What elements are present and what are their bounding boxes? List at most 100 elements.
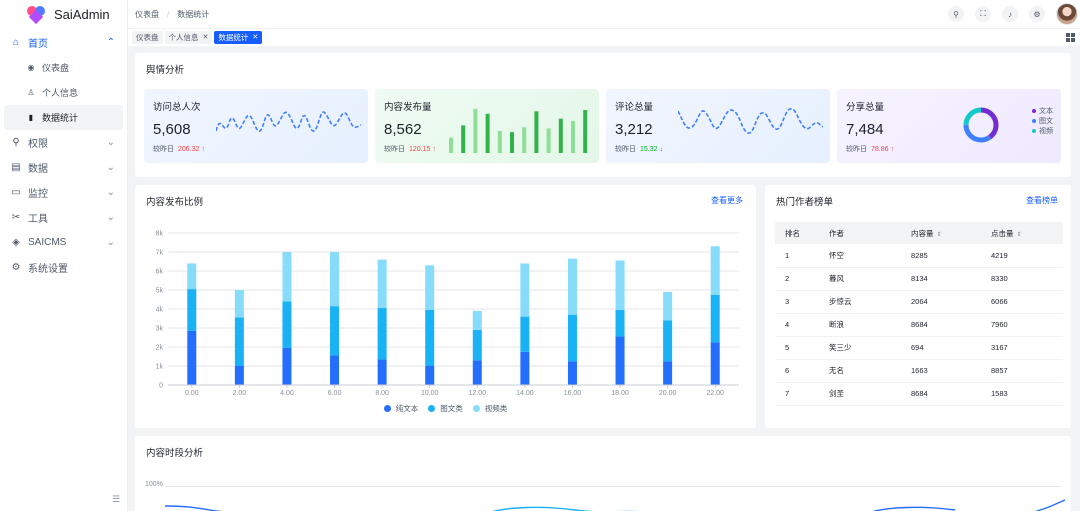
table-row[interactable]: 1 怀空 8285 4219 xyxy=(775,244,1063,268)
bar-segment[interactable] xyxy=(520,263,530,317)
bar-segment[interactable] xyxy=(282,301,292,348)
overview-panel: 舆情分析 访问总人次 5,608 较昨日 206.32 ↑ 内容发布量 8,56… xyxy=(135,53,1071,177)
bar-segment[interactable] xyxy=(472,329,482,361)
bar-segment[interactable] xyxy=(615,260,625,310)
bar-segment[interactable] xyxy=(663,361,673,385)
bar-segment[interactable] xyxy=(710,342,720,385)
bar-segment[interactable] xyxy=(567,258,577,315)
bar-segment[interactable] xyxy=(282,347,292,385)
sidebar-item-tools[interactable]: ✂ 工具 ⌄ xyxy=(0,205,127,230)
bar-segment[interactable] xyxy=(377,359,387,385)
collapse-sidebar-icon[interactable]: ☰ xyxy=(112,494,121,504)
sidebar-item-profile[interactable]: ♙ 个人信息 xyxy=(4,80,123,105)
sidebar-item-monitor[interactable]: ▭ 监控 ⌄ xyxy=(0,180,127,205)
bar-segment[interactable] xyxy=(330,306,340,356)
panel-title: 内容时段分析 xyxy=(146,448,204,459)
bar-segment[interactable] xyxy=(520,351,530,385)
table-row[interactable]: 3 步惊云 2064 6066 xyxy=(775,290,1063,314)
sidebar-item-data[interactable]: ▤ 数据 ⌄ xyxy=(0,155,127,180)
column-header-content[interactable]: 内容量 ⇕ xyxy=(901,222,981,244)
bar-segment[interactable] xyxy=(187,330,197,385)
view-more-link[interactable]: 查看更多 xyxy=(711,196,743,205)
close-icon[interactable]: ✕ xyxy=(252,34,259,41)
tab-dashboard[interactable]: 仪表盘 xyxy=(132,31,163,44)
gear-icon[interactable]: ⚙ xyxy=(1029,6,1045,22)
column-header-clicks[interactable]: 点击量 ⇕ xyxy=(981,222,1063,244)
table-header-row: 排名 作者 内容量 ⇕ 点击量 ⇕ xyxy=(775,222,1063,244)
stat-value: 3,212 xyxy=(615,121,653,138)
legend-item[interactable]: 图文 xyxy=(1032,116,1053,126)
table-row[interactable]: 7 剑圣 8684 1583 xyxy=(775,382,1063,406)
chevron-down-icon: ⌄ xyxy=(106,137,115,148)
bar-segment[interactable] xyxy=(472,360,482,385)
bar-segment[interactable] xyxy=(187,289,197,331)
bar-segment[interactable] xyxy=(330,355,340,385)
bar-segment[interactable] xyxy=(520,316,530,352)
table-cell: 8134 xyxy=(901,267,981,291)
bell-icon[interactable]: ♪ xyxy=(1002,6,1018,22)
share-donut-chart xyxy=(963,107,999,143)
logo[interactable]: SaiAdmin xyxy=(0,0,127,28)
sidebar-item-home[interactable]: ⌂ 首页 ⌃ xyxy=(0,30,127,55)
bar-segment[interactable] xyxy=(615,309,625,337)
bar-segment[interactable] xyxy=(663,291,673,321)
bar-segment[interactable] xyxy=(330,252,340,307)
sidebar-item-label: 首页 xyxy=(28,39,48,50)
bar-segment[interactable] xyxy=(710,294,720,343)
tab-profile[interactable]: 个人信息 ✕ xyxy=(164,31,213,44)
legend-item[interactable]: 图文类 xyxy=(428,403,463,414)
view-ranking-link[interactable]: 查看榜单 xyxy=(1026,196,1058,205)
table-cell: 694 xyxy=(901,336,981,360)
table-row[interactable]: 2 暮风 8134 8330 xyxy=(775,267,1063,291)
bar-segment[interactable] xyxy=(234,366,244,385)
bar-segment[interactable] xyxy=(425,309,435,366)
legend-item[interactable]: 纯文本 xyxy=(383,403,418,414)
y-tick-label: 7k xyxy=(156,250,164,257)
bar-segment[interactable] xyxy=(710,246,720,295)
sidebar-item-statistics[interactable]: ▮ 数据统计 xyxy=(4,105,123,130)
stat-compare: 较昨日 15.32 ↓ xyxy=(615,144,663,154)
bar-segment[interactable] xyxy=(377,308,387,360)
sidebar-item-permission[interactable]: ⚲ 权限 ⌄ xyxy=(0,130,127,155)
sidebar-item-saicms[interactable]: ◈ SAICMS ⌄ xyxy=(0,230,127,255)
table-cell: 8684 xyxy=(901,382,981,406)
bar-segment[interactable] xyxy=(663,320,673,362)
avatar[interactable] xyxy=(1056,3,1078,25)
tab-statistics[interactable]: 数据统计 ✕ xyxy=(214,31,263,44)
legend-item[interactable]: 视频 xyxy=(1032,126,1053,136)
grid-menu-icon[interactable] xyxy=(1066,33,1075,42)
sort-icon[interactable]: ⇕ xyxy=(936,231,942,238)
bar-segment[interactable] xyxy=(567,314,577,362)
close-icon[interactable]: ✕ xyxy=(202,34,209,41)
table-cell: 6 xyxy=(775,359,819,383)
bar-chart-icon: ▮ xyxy=(28,113,34,122)
bar-segment[interactable] xyxy=(472,310,482,330)
y-tick-label: 2k xyxy=(156,345,164,352)
bar-segment[interactable] xyxy=(425,265,435,310)
table-cell: 8330 xyxy=(981,267,1063,291)
table-row[interactable]: 4 断浪 8684 7960 xyxy=(775,313,1063,337)
bar-segment[interactable] xyxy=(187,263,197,290)
breadcrumb-item[interactable]: 仪表盘 xyxy=(135,9,159,19)
fullscreen-icon[interactable]: ⛶ xyxy=(975,6,991,22)
user-icon: ♙ xyxy=(27,88,35,97)
legend-item[interactable]: 视频类 xyxy=(472,403,507,414)
table-row[interactable]: 6 无名 1663 8857 xyxy=(775,359,1063,383)
bar-segment[interactable] xyxy=(234,317,244,366)
bar-segment[interactable] xyxy=(567,361,577,385)
sort-icon[interactable]: ⇕ xyxy=(1016,231,1022,238)
bar-segment[interactable] xyxy=(615,336,625,385)
bar-segment[interactable] xyxy=(282,252,292,302)
breadcrumb-item: 数据统计 xyxy=(177,9,210,19)
publish-bar xyxy=(534,111,539,153)
search-icon[interactable]: ⚲ xyxy=(948,6,964,22)
sidebar-item-dashboard[interactable]: ◉ 仪表盘 xyxy=(4,55,123,80)
sidebar-item-label: 权限 xyxy=(28,139,48,150)
bar-segment[interactable] xyxy=(425,366,435,385)
sidebar-item-settings[interactable]: ⚙ 系统设置 xyxy=(0,255,127,280)
table-row[interactable]: 5 笑三少 694 3167 xyxy=(775,336,1063,360)
bar-segment[interactable] xyxy=(234,290,244,318)
bar-segment[interactable] xyxy=(377,259,387,309)
legend-item[interactable]: 文本 xyxy=(1032,106,1053,116)
sidebar-item-label: 个人信息 xyxy=(42,88,79,98)
